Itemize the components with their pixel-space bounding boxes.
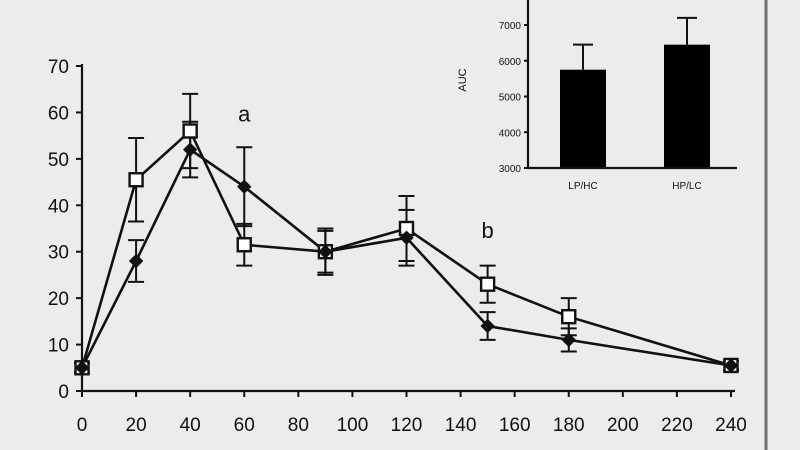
data-point-open-square bbox=[236, 237, 252, 253]
inset-auc-bar-chart: 3000 4000 5000 6000 7000 LP/HC HP/LC AUC bbox=[457, 0, 737, 192]
main-line-chart: 0 10 20 30 40 50 60 70 0 20 40 60 80 100 120 140 160 180 2… bbox=[48, 57, 747, 436]
significance-annotation: a bbox=[238, 102, 251, 127]
x-tick-label: 200 bbox=[607, 415, 639, 436]
x-tick-label: 60 bbox=[234, 415, 255, 436]
main-tick-group: 0 10 20 30 40 50 60 70 0 20 40 60 80 100 120 140 160 180 2… bbox=[48, 57, 747, 436]
main-axes bbox=[80, 64, 735, 393]
main-marker-group bbox=[74, 123, 739, 376]
x-tick-label: 100 bbox=[337, 415, 369, 436]
y-tick-label: 30 bbox=[48, 243, 69, 264]
x-tick-label: 240 bbox=[715, 415, 747, 436]
data-point-filled-diamond bbox=[318, 244, 333, 259]
x-tick-label: 160 bbox=[499, 415, 531, 436]
y-tick-label: 60 bbox=[48, 103, 69, 124]
data-point-filled-diamond bbox=[128, 253, 144, 269]
data-point-filled-diamond bbox=[399, 230, 414, 245]
data-point-filled-diamond bbox=[723, 358, 739, 373]
data-point-open-square bbox=[479, 276, 496, 292]
data-point-filled-diamond bbox=[480, 318, 495, 334]
inset-bar-hp-lc bbox=[664, 44, 710, 168]
inset-y-tick-label: 5000 bbox=[499, 93, 522, 104]
inset-y-tick-label: 3000 bbox=[499, 164, 522, 175]
y-tick-label: 0 bbox=[58, 382, 69, 403]
inset-y-tick-label: 6000 bbox=[499, 57, 522, 68]
y-tick-label: 20 bbox=[48, 289, 69, 310]
main-annotation-group: ab bbox=[238, 102, 494, 243]
y-tick-label: 70 bbox=[48, 57, 69, 78]
x-tick-label: 20 bbox=[126, 415, 147, 436]
x-tick-label: 80 bbox=[288, 415, 309, 436]
x-tick-label: 40 bbox=[180, 415, 201, 436]
inset-bar-lp-hc bbox=[560, 69, 606, 168]
data-point-open-square bbox=[128, 172, 144, 188]
data-point-filled-diamond bbox=[561, 332, 576, 348]
x-tick-label: 220 bbox=[661, 415, 693, 436]
x-tick-label: 140 bbox=[445, 415, 477, 436]
significance-annotation: b bbox=[482, 218, 494, 243]
data-point-open-square bbox=[561, 309, 577, 325]
inset-y-tick-label: 7000 bbox=[499, 21, 522, 32]
inset-y-tick-label: 4000 bbox=[499, 128, 522, 139]
inset-error-bar bbox=[677, 16, 697, 45]
data-point-open-square bbox=[182, 123, 198, 139]
x-tick-label: 120 bbox=[391, 415, 423, 436]
data-point-filled-diamond bbox=[182, 142, 198, 157]
y-tick-label: 50 bbox=[48, 150, 69, 171]
inset-y-axis-label: AUC bbox=[457, 68, 469, 91]
data-point-filled-diamond bbox=[237, 179, 252, 194]
inset-error-bar bbox=[573, 43, 593, 70]
inset-bar-group bbox=[560, 16, 710, 168]
inset-axes bbox=[526, 0, 737, 170]
inset-category-label: LP/HC bbox=[568, 181, 597, 192]
y-tick-label: 10 bbox=[48, 336, 69, 357]
inset-category-label: HP/LC bbox=[672, 181, 701, 192]
x-tick-label: 180 bbox=[553, 415, 585, 436]
y-tick-label: 40 bbox=[48, 196, 69, 217]
x-tick-label: 0 bbox=[77, 415, 88, 436]
